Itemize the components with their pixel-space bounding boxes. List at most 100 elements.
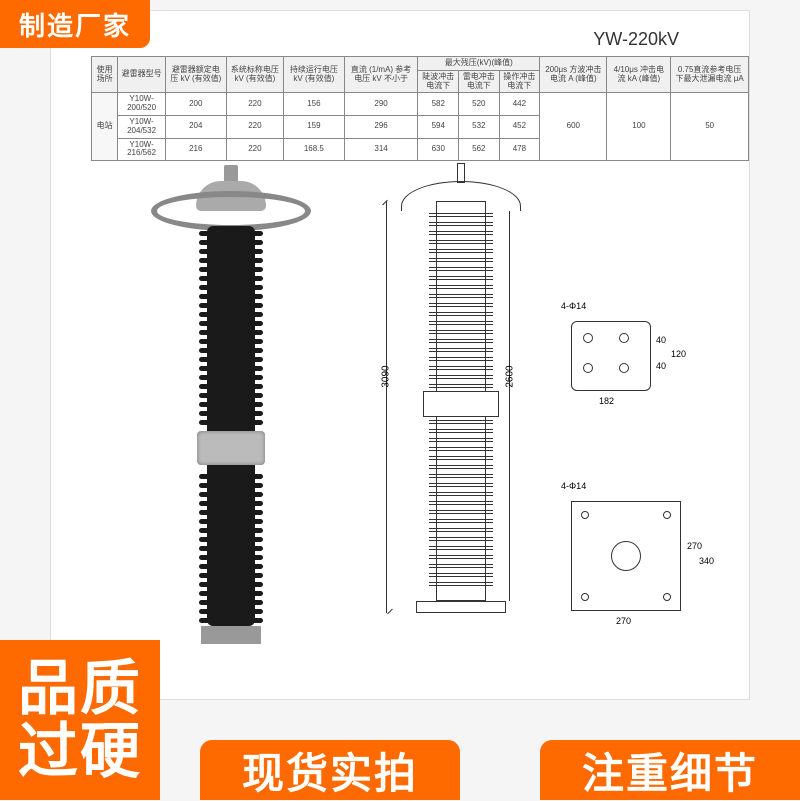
diag-fin [429, 339, 493, 343]
table-row: 电站 Y10W-200/520 200 220 156 290 582 520 … [92, 93, 749, 116]
cell: 314 [344, 138, 418, 161]
photo-fin [199, 591, 263, 596]
cell: 50 [671, 93, 749, 161]
center-hole-icon [611, 541, 641, 571]
photo-fin [199, 537, 263, 542]
diag-fin [429, 528, 493, 532]
photo-fin [199, 393, 263, 398]
photo-fin [199, 546, 263, 551]
photo-fin [199, 492, 263, 497]
photo-fin [199, 339, 263, 344]
diag-fin [429, 501, 493, 505]
th-usage: 使用场所 [92, 57, 118, 93]
diag-base [416, 601, 506, 613]
photo-fin [199, 564, 263, 569]
photo-fin [199, 573, 263, 578]
diag-fin [429, 276, 493, 280]
detail1-h3: 120 [671, 349, 686, 359]
diag-fin [429, 222, 493, 226]
photo-fin [199, 420, 263, 425]
diag-fin [429, 312, 493, 316]
th-leak: 0.75直流参考电压下最大泄漏电流 μA [671, 57, 749, 93]
photo-fin [199, 402, 263, 407]
photo-fin [199, 474, 263, 479]
cell: Y10W-216/562 [118, 138, 165, 161]
cell: 220 [226, 138, 283, 161]
photo-fin [199, 249, 263, 254]
th-residual: 最大残压(kV)(峰值) [418, 57, 540, 71]
diag-fin [429, 384, 493, 388]
diag-fin [429, 267, 493, 271]
detail1-plate [571, 321, 651, 391]
diag-fin [429, 465, 493, 469]
badge-quality: 品质 过硬 [0, 640, 160, 800]
hole-icon [581, 593, 589, 601]
badge-detail: 注重细节 [540, 740, 800, 800]
cell: 216 [165, 138, 226, 161]
badge-quality-l2: 过硬 [18, 720, 142, 783]
diag-fin [429, 483, 493, 487]
diag-fin [429, 285, 493, 289]
detail1-h1: 40 [656, 335, 666, 345]
photo-fin [199, 366, 263, 371]
photo-fin [199, 384, 263, 389]
diag-fin [429, 555, 493, 559]
diag-fin [429, 573, 493, 577]
photo-fin [199, 510, 263, 515]
cell: 600 [540, 93, 607, 161]
cell: 594 [418, 115, 459, 138]
dim-overall [386, 201, 387, 613]
th-lightning: 雷电冲击电流下 [459, 70, 500, 93]
cell: 478 [499, 138, 540, 161]
photo-fin [199, 357, 263, 362]
hole-icon [663, 593, 671, 601]
cell: 220 [226, 115, 283, 138]
diag-fin [429, 492, 493, 496]
cell: 168.5 [284, 138, 345, 161]
diag-fin [429, 213, 493, 217]
diag-fin [429, 420, 493, 424]
diag-fin [429, 330, 493, 334]
photo-fin [199, 555, 263, 560]
cell: Y10W-200/520 [118, 93, 165, 116]
terminal-plate-detail: 4-Φ14 40 40 120 182 [561, 301, 691, 411]
cell: 442 [499, 93, 540, 116]
photo-fin [199, 276, 263, 281]
dim-inner [509, 211, 510, 601]
photo-fin [199, 312, 263, 317]
photo-fin [199, 258, 263, 263]
cell: 582 [418, 93, 459, 116]
detail1-note: 4-Φ14 [561, 301, 586, 311]
diag-fin [429, 249, 493, 253]
diag-pin [457, 163, 465, 183]
diag-fin [429, 240, 493, 244]
cell: 156 [284, 93, 345, 116]
detail2-w: 270 [616, 616, 631, 626]
photo-fin [199, 330, 263, 335]
photo-fin [199, 303, 263, 308]
diag-fin [429, 582, 493, 586]
spec-table: 使用场所 避雷器型号 避雷器额定电压 kV (有效值) 系统标称电压 kV (有… [91, 56, 749, 161]
cell: 200 [165, 93, 226, 116]
diag-fin [429, 537, 493, 541]
photo-mid-clamp [197, 431, 265, 465]
photo-fin [199, 240, 263, 245]
th-model: 避雷器型号 [118, 57, 165, 93]
dim-inner-label: 2600 [505, 365, 516, 387]
photo-fin [199, 231, 263, 236]
dim-overall-label: 3090 [381, 365, 392, 387]
hole-icon [619, 333, 629, 343]
diag-fin [429, 294, 493, 298]
diag-fin [429, 510, 493, 514]
photo-fin [199, 483, 263, 488]
diag-fin [429, 546, 493, 550]
cell-usage: 电站 [92, 93, 118, 161]
cell: Y10W-204/532 [118, 115, 165, 138]
cell: 220 [226, 93, 283, 116]
cell: 520 [459, 93, 500, 116]
diag-fin [429, 348, 493, 352]
spec-table-head: 使用场所 避雷器型号 避雷器额定电压 kV (有效值) 系统标称电压 kV (有… [92, 57, 749, 93]
th-rated: 避雷器额定电压 kV (有效值) [165, 57, 226, 93]
th-steep: 陡波冲击电流下 [418, 70, 459, 93]
diag-fin [429, 438, 493, 442]
